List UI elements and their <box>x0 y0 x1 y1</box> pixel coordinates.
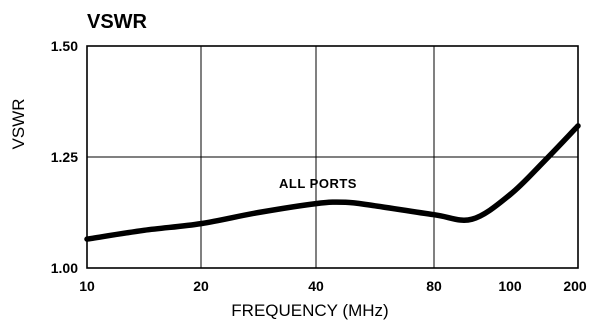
x-tick-label-100: 100 <box>498 278 522 294</box>
y-tick-label-1-00: 1.00 <box>51 260 78 276</box>
series-line-all-ports <box>84 123 581 242</box>
x-tick-label-200: 200 <box>563 278 587 294</box>
y-tick-label-1-50: 1.50 <box>51 38 78 54</box>
x-axis-label: FREQUENCY (MHz) <box>231 301 388 320</box>
y-axis-label: VSWR <box>9 99 28 150</box>
x-tick-label-10: 10 <box>79 278 95 294</box>
tick-labels: 10 20 40 80 100 200 1.50 1.25 1.00 <box>51 38 587 294</box>
y-tick-label-1-25: 1.25 <box>51 149 78 165</box>
x-tick-label-80: 80 <box>426 278 442 294</box>
annotation-all-ports: ALL PORTS <box>279 176 357 191</box>
grid <box>87 46 578 268</box>
x-tick-label-40: 40 <box>308 278 324 294</box>
x-tick-label-20: 20 <box>193 278 209 294</box>
plot-frame <box>86 45 579 269</box>
chart-title: VSWR <box>87 11 148 33</box>
